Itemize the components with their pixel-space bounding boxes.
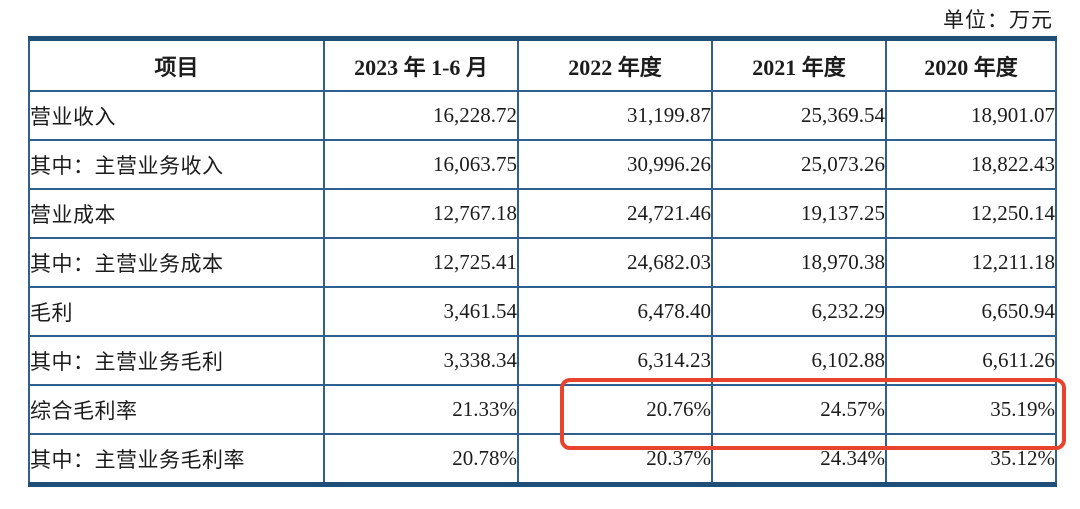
value-cell: 16,228.72 xyxy=(323,90,519,141)
value-cell: 18,822.43 xyxy=(885,139,1057,190)
value-cell: 6,314.23 xyxy=(517,335,713,386)
value-cell: 6,611.26 xyxy=(885,335,1057,386)
value-cell: 20.78% xyxy=(323,433,519,486)
row-label: 其中：主营业务收入 xyxy=(28,139,325,190)
table-row-overall-gross-margin: 综合毛利率 21.33% 20.76% 24.57% 35.19% xyxy=(28,384,1057,435)
table-row-main-business-revenue: 其中：主营业务收入 16,063.75 30,996.26 25,073.26 … xyxy=(28,139,1057,190)
row-label: 其中：主营业务成本 xyxy=(28,237,325,288)
value-cell: 25,073.26 xyxy=(711,139,887,190)
value-cell: 6,102.88 xyxy=(711,335,887,386)
table-row-gross-profit: 毛利 3,461.54 6,478.40 6,232.29 6,650.94 xyxy=(28,286,1057,337)
row-label: 营业收入 xyxy=(28,90,325,141)
column-header-2022: 2022 年度 xyxy=(517,37,713,92)
row-label: 营业成本 xyxy=(28,188,325,239)
value-cell: 18,901.07 xyxy=(885,90,1057,141)
value-cell: 21.33% xyxy=(323,384,519,435)
value-cell: 16,063.75 xyxy=(323,139,519,190)
header-row: 项目 2023 年 1-6 月 2022 年度 2021 年度 2020 年度 xyxy=(28,37,1057,92)
value-cell-highlighted: 20.76% xyxy=(517,384,713,435)
value-cell-highlighted: 24.57% xyxy=(711,384,887,435)
value-cell: 3,461.54 xyxy=(323,286,519,337)
value-cell: 24.34% xyxy=(711,433,887,486)
row-label: 其中：主营业务毛利率 xyxy=(28,433,325,486)
column-header-2023h1: 2023 年 1-6 月 xyxy=(323,37,519,92)
value-cell: 24,682.03 xyxy=(517,237,713,288)
value-cell-highlighted: 35.19% xyxy=(885,384,1057,435)
value-cell: 35.12% xyxy=(885,433,1057,486)
financial-summary-table: 项目 2023 年 1-6 月 2022 年度 2021 年度 2020 年度 … xyxy=(28,36,1057,487)
value-cell: 3,338.34 xyxy=(323,335,519,386)
row-label: 综合毛利率 xyxy=(28,384,325,435)
table-row-operating-cost: 营业成本 12,767.18 24,721.46 19,137.25 12,25… xyxy=(28,188,1057,239)
column-header-2021: 2021 年度 xyxy=(711,37,887,92)
value-cell: 12,211.18 xyxy=(885,237,1057,288)
table-row-operating-revenue: 营业收入 16,228.72 31,199.87 25,369.54 18,90… xyxy=(28,90,1057,141)
value-cell: 30,996.26 xyxy=(517,139,713,190)
value-cell: 6,650.94 xyxy=(885,286,1057,337)
row-label: 其中：主营业务毛利 xyxy=(28,335,325,386)
table-row-main-business-gross-margin: 其中：主营业务毛利率 20.78% 20.37% 24.34% 35.12% xyxy=(28,433,1057,486)
table-row-main-business-gross-profit: 其中：主营业务毛利 3,338.34 6,314.23 6,102.88 6,6… xyxy=(28,335,1057,386)
column-header-project: 项目 xyxy=(28,37,325,92)
value-cell: 6,478.40 xyxy=(517,286,713,337)
value-cell: 12,250.14 xyxy=(885,188,1057,239)
table-row-main-business-cost: 其中：主营业务成本 12,725.41 24,682.03 18,970.38 … xyxy=(28,237,1057,288)
value-cell: 25,369.54 xyxy=(711,90,887,141)
column-header-2020: 2020 年度 xyxy=(885,37,1057,92)
value-cell: 6,232.29 xyxy=(711,286,887,337)
row-label: 毛利 xyxy=(28,286,325,337)
value-cell: 31,199.87 xyxy=(517,90,713,141)
value-cell: 18,970.38 xyxy=(711,237,887,288)
value-cell: 12,767.18 xyxy=(323,188,519,239)
value-cell: 24,721.46 xyxy=(517,188,713,239)
value-cell: 20.37% xyxy=(517,433,713,486)
value-cell: 19,137.25 xyxy=(711,188,887,239)
unit-note: 单位：万元 xyxy=(943,8,1053,32)
value-cell: 12,725.41 xyxy=(323,237,519,288)
